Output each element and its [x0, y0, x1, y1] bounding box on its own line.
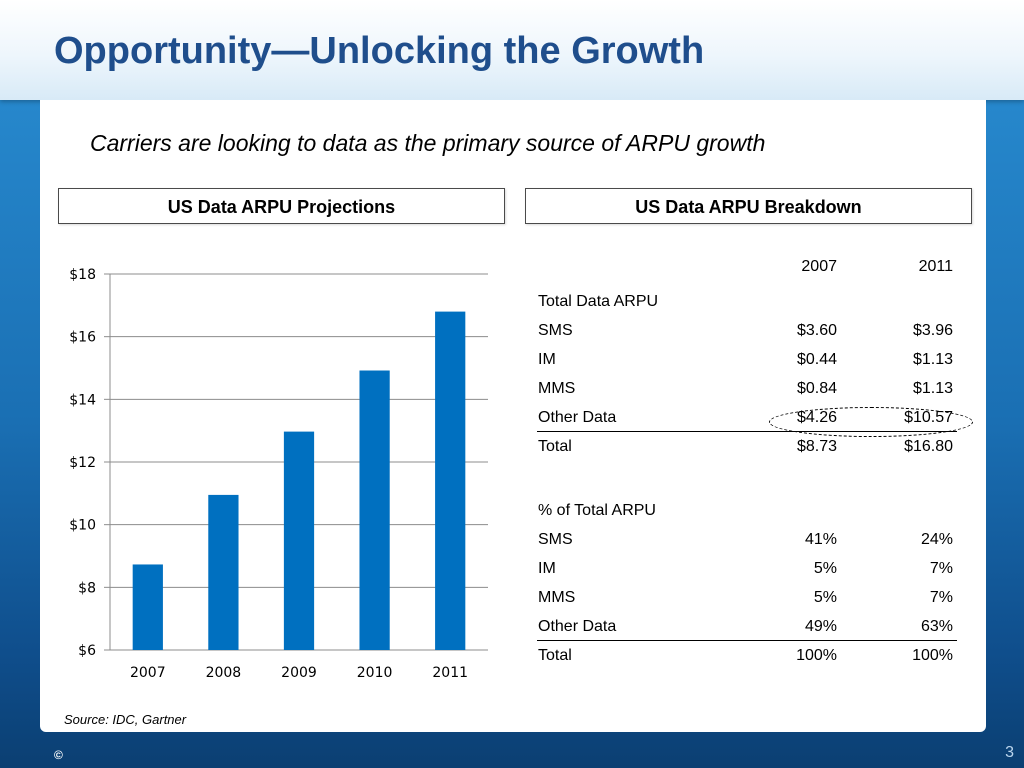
value-2011: 63%	[920, 618, 953, 635]
row-label: Other Data	[538, 409, 617, 426]
row-label: IM	[538, 351, 556, 368]
x-tick-label: 2010	[357, 665, 393, 681]
y-tick-label: $12	[69, 455, 96, 471]
y-tick-label: $6	[78, 643, 96, 659]
title-band: Opportunity—Unlocking the Growth	[0, 0, 1024, 100]
row-label: IM	[538, 560, 556, 577]
y-tick-label: $18	[69, 267, 96, 283]
value-2011: 24%	[920, 531, 953, 548]
source-note: Source: IDC, Gartner	[64, 712, 187, 727]
section-title: Total Data ARPU	[538, 293, 659, 310]
table-row: MMS $0.84 $1.13	[537, 380, 957, 402]
other-data-highlight-circle	[769, 407, 973, 437]
arpu-projections-header: US Data ARPU Projections	[58, 188, 505, 224]
x-tick-label: 2011	[432, 665, 468, 681]
arpu-breakdown-header: US Data ARPU Breakdown	[525, 188, 972, 224]
value-2011: $1.13	[912, 351, 953, 368]
y-tick-label: $14	[69, 392, 96, 408]
x-tick-label: 2007	[130, 665, 166, 681]
table-row: SMS $3.60 $3.96	[537, 322, 957, 344]
value-2007: $8.73	[796, 438, 837, 455]
slide-subtitle: Carriers are looking to data as the prim…	[90, 130, 766, 156]
table-header-row: 2007 2011	[537, 258, 957, 280]
bar	[208, 494, 239, 650]
row-label: MMS	[538, 380, 576, 397]
table-row: MMS 5% 7%	[537, 589, 957, 611]
value-2011: $16.80	[904, 438, 953, 455]
value-2007: $0.44	[796, 351, 837, 368]
bar	[283, 431, 315, 650]
value-2011: 100%	[912, 647, 953, 664]
y-tick-label: $8	[78, 580, 96, 596]
value-2007: 49%	[804, 618, 837, 635]
slide-title: Opportunity—Unlocking the Growth	[54, 30, 705, 72]
bar	[359, 370, 390, 650]
x-tick-label: 2008	[206, 665, 242, 681]
value-2011: 7%	[929, 589, 953, 606]
section-title: % of Total ARPU	[538, 502, 656, 519]
section-title-row: % of Total ARPU	[537, 502, 957, 524]
table-row: Total $8.73 $16.80	[537, 438, 957, 460]
table-row: Total 100% 100%	[537, 647, 957, 669]
value-2007: 41%	[804, 531, 837, 548]
content-panel: Carriers are looking to data as the prim…	[40, 100, 986, 732]
value-2007: 5%	[813, 560, 837, 577]
y-tick-label: $10	[69, 518, 96, 534]
row-label: SMS	[538, 531, 573, 548]
value-2011: 7%	[929, 560, 953, 577]
row-label: Other Data	[538, 618, 617, 635]
page-number: 3	[1005, 744, 1014, 761]
table-row: Other Data 49% 63%	[537, 618, 957, 641]
x-tick-label: 2009	[281, 665, 317, 681]
value-2011: $3.96	[912, 322, 953, 339]
arpu-projections-chart: $6 $8 $10 $12 $14 $16 $18 2007 2008 2009 2010 2011	[69, 267, 488, 681]
row-label: SMS	[538, 322, 573, 339]
row-label: Total	[538, 438, 572, 455]
table-row: SMS 41% 24%	[537, 531, 957, 553]
y-tick-label: $16	[69, 330, 96, 346]
value-2007: $0.84	[796, 380, 837, 397]
copyright-mark: ©	[54, 748, 63, 762]
row-label: Total	[538, 647, 572, 664]
bar	[435, 311, 466, 650]
bar	[132, 564, 163, 650]
col-header-2011: 2011	[918, 258, 953, 275]
value-2007: 100%	[796, 647, 837, 664]
table-row: IM 5% 7%	[537, 560, 957, 582]
col-header-2007: 2007	[801, 258, 837, 275]
value-2007: 5%	[813, 589, 837, 606]
value-2011: $1.13	[912, 380, 953, 397]
table-row: IM $0.44 $1.13	[537, 351, 957, 373]
row-label: MMS	[538, 589, 576, 606]
value-2007: $3.60	[796, 322, 837, 339]
section-title-row: Total Data ARPU	[537, 293, 957, 315]
